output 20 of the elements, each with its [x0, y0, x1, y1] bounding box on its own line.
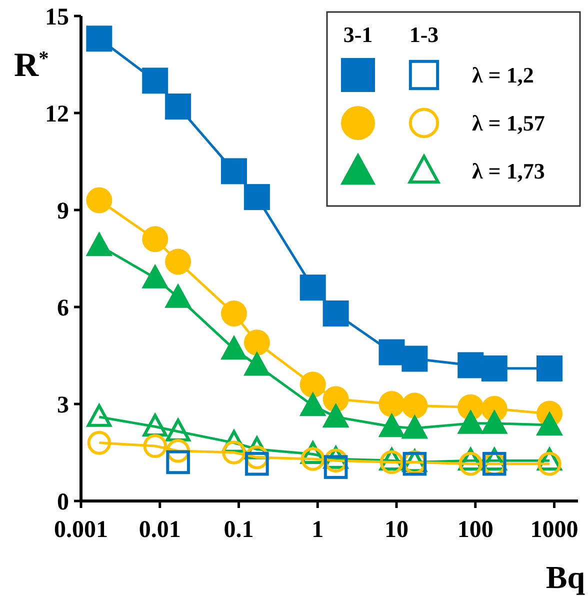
y-tick-label: 9: [57, 198, 69, 224]
annotation: λ = 1,2: [472, 62, 534, 88]
annotation: 1-3: [409, 22, 439, 47]
y-tick-label: 0: [57, 489, 69, 516]
annotation: λ = 1,57: [472, 110, 545, 136]
y-tick-label: 6: [57, 295, 69, 322]
x-tick-label: 1000: [530, 517, 578, 543]
y-axis-title: R$^{*}$: [14, 47, 49, 84]
y-tick-label: 12: [45, 101, 69, 128]
y-tick-label: 3: [57, 392, 69, 418]
annotation: λ = 1,73: [472, 158, 545, 184]
y-tick-label: 15: [45, 4, 69, 30]
x-tick-label: 0.01: [138, 517, 181, 543]
x-tick-label: 0.1: [224, 517, 254, 543]
x-tick-label: 1: [312, 517, 324, 543]
x-axis-title: Bq: [546, 559, 586, 595]
x-tick-label: 10: [384, 517, 409, 543]
annotation: 3-1: [343, 22, 373, 47]
x-tick-label: 100: [457, 517, 494, 543]
x-tick-label: 0.001: [54, 517, 108, 543]
